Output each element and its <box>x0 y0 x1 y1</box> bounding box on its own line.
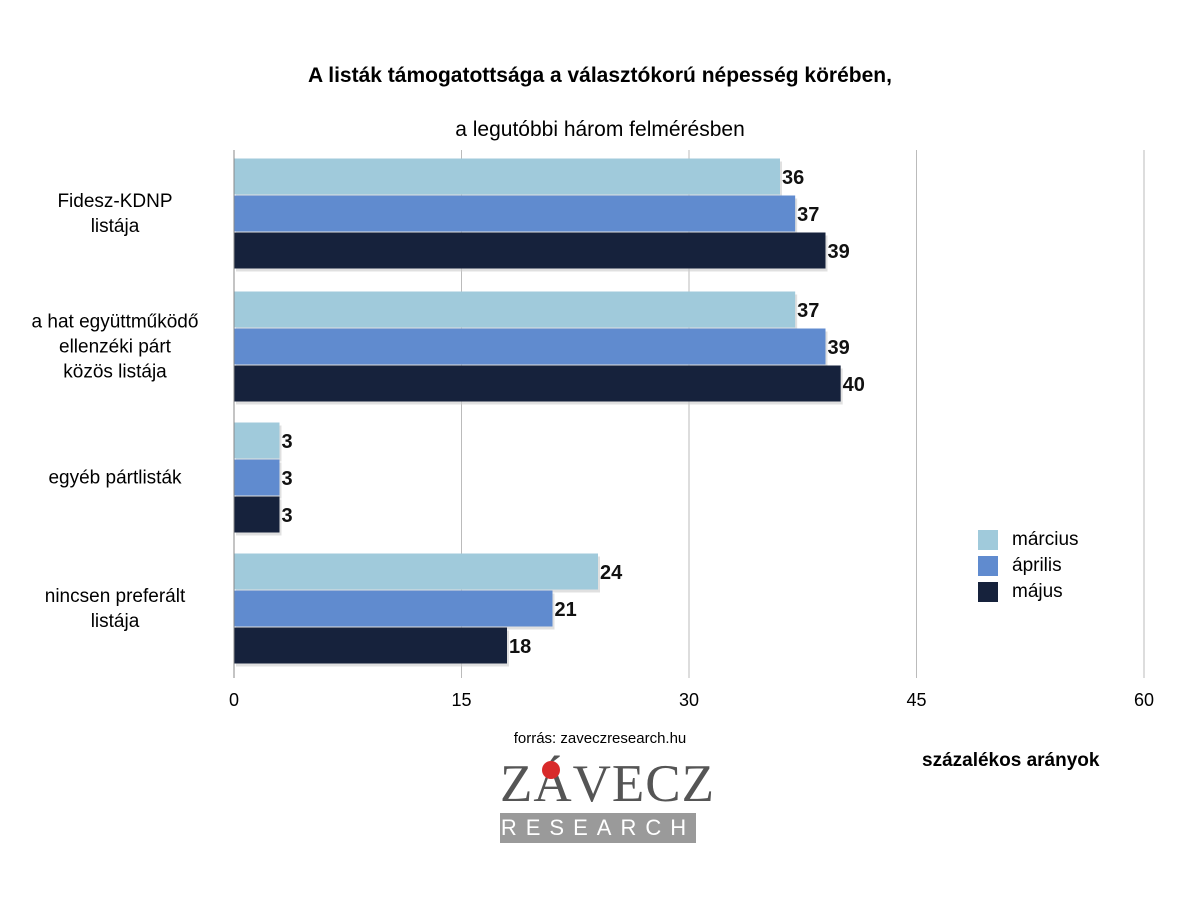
bar <box>234 459 280 496</box>
bar <box>234 590 553 627</box>
category-label: egyéb pártlisták <box>10 466 220 491</box>
category-label-line: a hat együttműködő <box>31 311 199 333</box>
category-label-line: nincsen preferált <box>44 586 186 607</box>
source-text: forrás: zaveczresearch.hu <box>513 730 687 747</box>
bar <box>234 158 780 195</box>
data-label: 3 <box>282 505 293 527</box>
bar <box>234 365 841 402</box>
category-label-line: egyéb pártlisták <box>48 467 182 489</box>
x-tick-label: 60 <box>1133 690 1155 710</box>
data-label: 3 <box>282 468 293 490</box>
bar <box>234 627 507 664</box>
legend-label: április <box>1012 555 1062 576</box>
x-tick-label: 30 <box>678 690 700 710</box>
category-label-line: listája <box>90 611 140 632</box>
legend: március április május <box>978 527 1079 605</box>
data-label: 39 <box>828 241 850 263</box>
category-label-line: ellenzéki párt <box>59 336 171 358</box>
chart-subtitle: a legutóbbi három felmérésben <box>455 118 745 141</box>
data-label: 39 <box>828 337 850 359</box>
chart-title: A listák támogatottsága a választókorú n… <box>308 64 892 87</box>
legend-label: március <box>1012 529 1079 550</box>
legend-item: április <box>978 553 1079 579</box>
data-label: 18 <box>509 636 531 658</box>
x-tick-label: 45 <box>906 690 927 710</box>
bar <box>234 553 598 590</box>
legend-swatch <box>978 530 998 550</box>
category-label-line: Fidesz-KDNP <box>57 191 173 212</box>
category-label: nincsen preferált listája <box>10 584 220 634</box>
bar <box>234 195 796 232</box>
category-label: Fidesz-KDNP listája <box>10 189 220 239</box>
zavecz-logo: ZÁVECZ RESEARCH <box>500 757 714 843</box>
bar <box>234 291 796 328</box>
data-label: 37 <box>797 300 819 322</box>
legend-item: május <box>978 579 1079 605</box>
category-label-line: listája <box>90 216 140 237</box>
data-label: 40 <box>843 374 865 396</box>
x-axis-label: százalékos arányok <box>922 750 1100 771</box>
x-tick-label: 0 <box>228 690 240 710</box>
bar <box>234 496 280 533</box>
legend-item: március <box>978 527 1079 553</box>
data-label: 36 <box>782 167 804 189</box>
data-label: 3 <box>282 431 293 453</box>
bar <box>234 328 826 365</box>
bar <box>234 232 826 269</box>
legend-label: május <box>1012 581 1063 602</box>
bar <box>234 422 280 459</box>
legend-swatch <box>978 556 998 576</box>
data-label: 24 <box>600 562 623 584</box>
data-label: 37 <box>797 204 819 226</box>
legend-swatch <box>978 582 998 602</box>
x-tick-label: 15 <box>451 690 472 710</box>
category-label: a hat együttműködő ellenzéki párt közös li… <box>10 310 220 385</box>
category-label-line: közös listája <box>63 361 167 383</box>
data-label: 21 <box>555 599 577 621</box>
